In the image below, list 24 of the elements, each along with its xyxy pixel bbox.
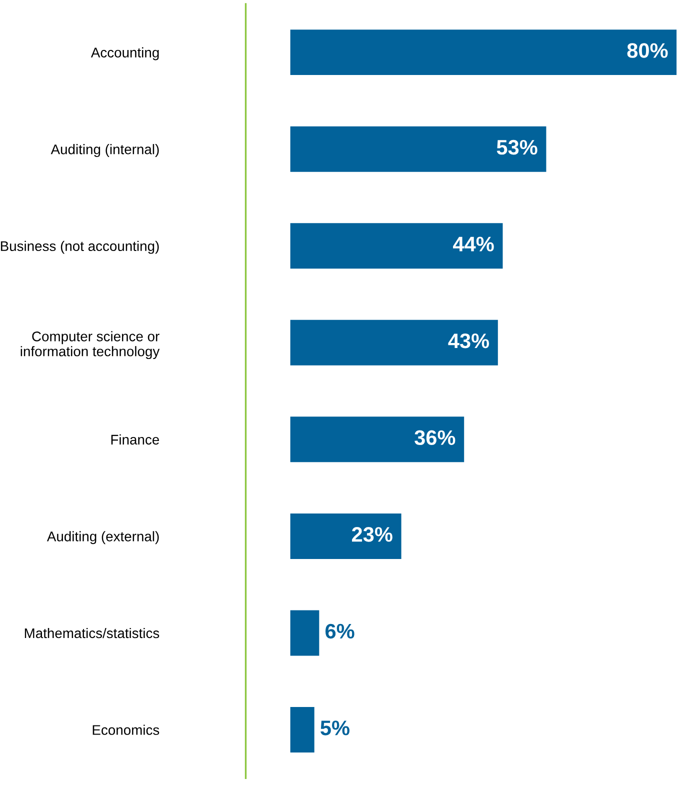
y-tick-label: Accounting [90, 47, 159, 60]
bar [290, 223, 503, 269]
bar [290, 707, 314, 752]
data-label: 80% [627, 43, 668, 58]
bar [290, 320, 498, 366]
data-label: 36% [414, 430, 456, 446]
data-label: 43% [448, 333, 490, 348]
data-label: 6% [325, 624, 354, 639]
bar [290, 30, 677, 76]
bar [290, 610, 320, 656]
data-label: 53% [496, 140, 538, 155]
bar [290, 513, 402, 559]
data-label: 44% [453, 236, 494, 252]
bar [290, 126, 546, 172]
y-tick-label: Mathematics/statistics [24, 628, 160, 638]
y-tick-label: Auditing (internal) [50, 144, 159, 158]
y-tick-label: Auditing (external) [46, 531, 159, 544]
data-label: 23% [352, 527, 392, 542]
data-label: 5% [320, 720, 350, 736]
y-tick-label: Economics [92, 724, 160, 735]
y-tick-label: Computer science or information technology [20, 331, 160, 360]
y-tick-label: Finance [111, 434, 160, 445]
y-tick-label: Business (not accounting) [0, 240, 159, 254]
bar [290, 416, 464, 462]
